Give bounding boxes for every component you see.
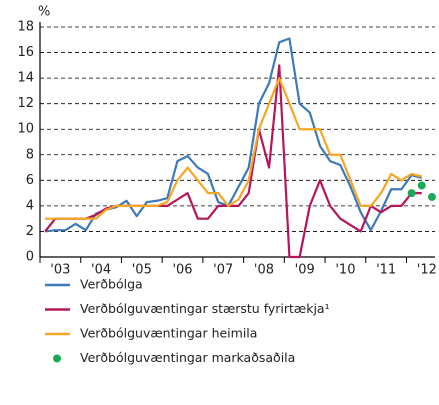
- legend-label: Verðbólga: [80, 277, 143, 292]
- y-axis-label: %: [38, 5, 50, 20]
- legend-label: Verðbólguvæntingar stærstu fyrirtækja¹: [80, 301, 330, 316]
- y-tick-label: 6: [26, 173, 34, 188]
- y-tick-label: 0: [26, 250, 34, 265]
- legend-label: Verðbólguvæntingar markaðsaðila: [80, 350, 295, 365]
- y-tick-label: 14: [17, 71, 34, 86]
- marker: [407, 189, 416, 198]
- line: [44, 64, 422, 259]
- y-tick-label: 8: [26, 147, 34, 162]
- x-tick-label: '12: [417, 263, 437, 278]
- marker: [417, 181, 426, 190]
- x-tick-label: '07: [213, 263, 233, 278]
- x-tick-label: '06: [172, 263, 192, 278]
- x-tick-label: '10: [335, 263, 355, 278]
- line: [45, 77, 423, 220]
- legend-marker: [53, 354, 61, 363]
- x-tick-label: '05: [132, 263, 152, 278]
- x-tick-label: '09: [295, 263, 315, 278]
- y-tick-label: 4: [26, 198, 34, 213]
- y-tick-label: 2: [26, 224, 34, 239]
- y-tick-label: 12: [17, 96, 34, 111]
- y-tick-label: 10: [17, 122, 34, 137]
- x-tick-label: '11: [376, 263, 396, 278]
- x-tick-label: '03: [50, 263, 70, 278]
- y-tick-label: 18: [17, 20, 34, 35]
- y-tick-label: 16: [17, 45, 34, 60]
- x-tick-label: '08: [254, 263, 274, 278]
- legend-label: Verðbólguvæntingar heimila: [80, 326, 257, 341]
- x-tick-label: '04: [91, 263, 111, 278]
- marker: [427, 192, 436, 201]
